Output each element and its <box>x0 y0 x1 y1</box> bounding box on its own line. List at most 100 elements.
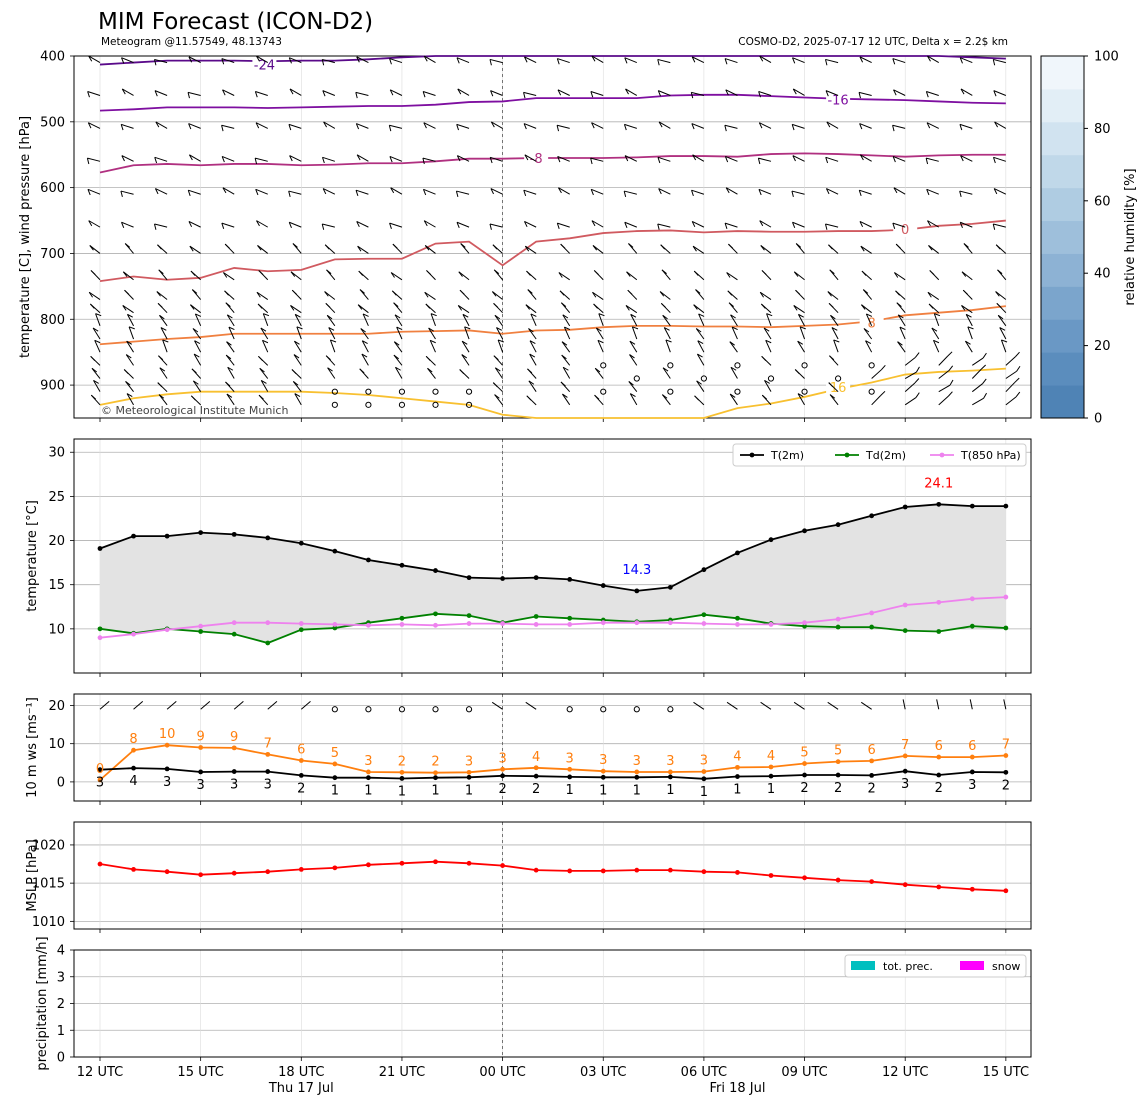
x-axis: 12 UTC 15 UTC 18 UTC 21 UTC 00 UTC 03 UTC 06 U… <box>77 1065 1029 1096</box>
wind-barb-flag <box>527 289 533 294</box>
wind-barb <box>561 354 571 366</box>
wind-barb <box>396 326 403 340</box>
wind-barb-flag <box>690 92 694 99</box>
wind-barb-flag <box>594 394 600 400</box>
series-t-850-hpa--point <box>533 622 539 627</box>
series-t-2m--point <box>567 577 573 582</box>
colorbar-step <box>1041 352 1084 386</box>
series-t-2m--point <box>198 530 204 535</box>
wind-barb <box>899 326 906 340</box>
wind-barb-flag <box>826 121 831 128</box>
wind-barb-flag <box>825 90 829 97</box>
wind-barb-flag <box>726 272 731 278</box>
speed-label: 2 <box>935 781 943 796</box>
wind-barb-flag <box>495 367 501 372</box>
gust-label: 7 <box>264 736 272 751</box>
wind-barb-flag <box>94 339 101 344</box>
wind-barb-flag <box>91 367 98 373</box>
series-t-850-hpa--point <box>231 620 237 626</box>
wind-barb <box>456 221 470 228</box>
wind-barb-flag <box>493 355 499 361</box>
series-gust-point <box>936 754 942 760</box>
wind-barb-flag <box>892 222 896 229</box>
day-label: Thu 17 Jul <box>268 1081 334 1096</box>
wind-barb-flag <box>828 382 834 388</box>
colorbar-step <box>1041 121 1084 156</box>
wind-barb-flag <box>983 392 987 399</box>
wind-barb-flag <box>327 367 333 372</box>
series-mslp-point <box>164 869 170 875</box>
wind-barb-flag <box>190 304 195 310</box>
wind-barb-flag <box>391 290 397 296</box>
wind-barb <box>995 291 1007 300</box>
wind-barb <box>792 57 805 64</box>
gust-label: 8 <box>129 732 137 747</box>
series-wind-speed-point <box>969 769 975 775</box>
wind-barb <box>959 190 973 195</box>
series-wind-speed-point <box>332 775 338 781</box>
wind-barb-flag <box>288 57 292 64</box>
series-wind-speed-point <box>869 772 875 778</box>
wind-barb-flag <box>828 302 834 308</box>
wind-barb-flag <box>724 156 729 163</box>
wind-barb <box>927 220 940 228</box>
wind-barb-flag <box>928 245 933 251</box>
speed-label: 1 <box>767 782 775 797</box>
series-wind-speed-point <box>164 766 170 772</box>
wind-barb <box>926 188 939 195</box>
wind-barb-flag <box>294 340 300 345</box>
wind-barb-flag <box>190 270 196 276</box>
colorbar-step <box>1041 286 1084 320</box>
wind-barb-calm <box>365 401 372 408</box>
wind-barb-flag <box>592 291 597 298</box>
series-gust-point <box>567 766 573 772</box>
wind-barb-flag <box>156 291 161 297</box>
wind-barb-flag <box>995 291 1000 297</box>
wind-barb <box>361 353 369 366</box>
series-t-2m--point <box>1003 503 1009 509</box>
wind-barb-flag <box>326 269 332 275</box>
speed-label: 1 <box>566 783 574 798</box>
series-mslp-point <box>298 866 304 872</box>
wind-barb-flag <box>462 313 469 318</box>
wind-barb <box>859 123 872 129</box>
wind-barb <box>897 314 906 327</box>
wind-barb <box>657 58 671 64</box>
speed-label: 2 <box>1002 778 1010 793</box>
wind-barb-flag <box>863 328 870 333</box>
wind-barb-flag <box>959 190 962 198</box>
wind-barb-flag <box>792 88 797 95</box>
wind-barb-flag <box>355 92 358 99</box>
wind-barb-flag <box>93 379 99 384</box>
wind-barb <box>160 327 168 340</box>
wind-barb-flag <box>892 125 895 132</box>
wind-barb-flag <box>948 365 954 371</box>
wind-barb-flag <box>728 302 735 307</box>
wind-barb-flag <box>430 339 436 344</box>
wind-barb <box>523 91 537 96</box>
wind-barb-calm <box>868 362 875 369</box>
gust-label: 7 <box>1002 738 1010 753</box>
wind-barb-flag <box>829 394 836 399</box>
series-gust-point <box>735 764 740 770</box>
wind-barb <box>289 57 302 64</box>
y-axis-label: 10 m ws [ms⁻¹] <box>25 697 40 798</box>
wind-barb-flag <box>125 381 131 386</box>
wind-barb-flag <box>290 271 296 277</box>
series-t-2m--point <box>500 576 505 581</box>
wind-barb <box>692 245 705 254</box>
wind-barb <box>860 154 872 162</box>
wind-barb <box>462 314 470 327</box>
wind-barb-flag <box>458 271 463 277</box>
series-t-850-hpa--point <box>902 602 908 608</box>
series-mslp-point <box>265 869 271 875</box>
wind-barb-flag <box>691 221 696 228</box>
series-td-2m- <box>99 612 1006 644</box>
wind-barb-flag <box>661 269 667 275</box>
y-tick-label: 1020 <box>32 838 65 853</box>
wind-barb <box>187 91 201 96</box>
speed-label: 2 <box>834 781 842 796</box>
wind-barb <box>628 381 638 392</box>
speed-label: 3 <box>163 775 171 790</box>
